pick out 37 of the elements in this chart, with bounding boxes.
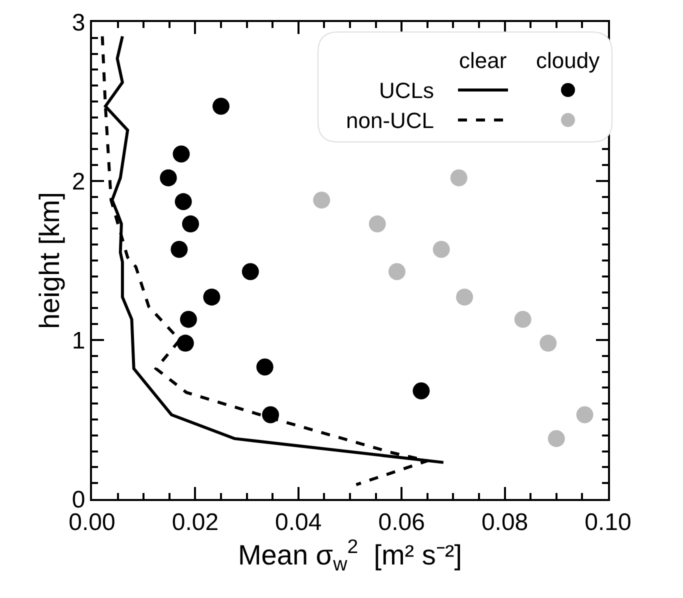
y-tick-label: 2 (72, 168, 86, 196)
point (256, 358, 274, 376)
x-tick-label: 0.10 (584, 508, 632, 536)
point (174, 193, 192, 210)
x-tick-label: 0.06 (378, 508, 425, 536)
y-tick-label: 1 (72, 327, 86, 354)
x-axis-title: Mean σ$_{w}$$^{2}$ [m² s⁻²] (238, 536, 462, 576)
point (313, 192, 330, 209)
annotation: cloudy (536, 48, 600, 73)
point (432, 240, 450, 258)
point (170, 240, 188, 258)
point (456, 288, 474, 306)
x-tick-label: 0.08 (481, 508, 528, 536)
point (180, 310, 197, 328)
point (368, 215, 386, 232)
point (176, 334, 194, 352)
point (540, 334, 557, 352)
point (412, 382, 430, 400)
point (262, 406, 280, 424)
point (514, 310, 532, 328)
point (548, 430, 565, 448)
x-tick-label: 0.04 (275, 508, 322, 536)
legend-label: non-UCL (346, 108, 434, 133)
y-axis-title: height [km] (34, 192, 66, 329)
annotation: clear (459, 48, 507, 73)
y-tick-label: 3 (72, 9, 86, 36)
point (203, 288, 220, 306)
point (576, 406, 594, 424)
point (160, 169, 177, 186)
x-tick-label: 0.02 (172, 508, 219, 536)
point (172, 145, 190, 162)
point (182, 215, 200, 232)
point (388, 263, 406, 280)
point (242, 263, 259, 280)
legend-label: UCLs (379, 78, 434, 103)
point (450, 169, 468, 186)
point (212, 98, 230, 115)
